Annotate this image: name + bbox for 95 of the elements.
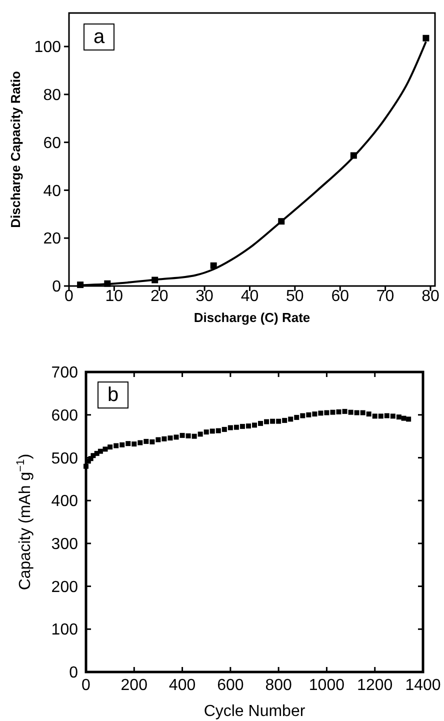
- point: [162, 436, 167, 442]
- point: [114, 443, 119, 448]
- point: [306, 412, 312, 418]
- point: [174, 434, 179, 440]
- point: [150, 439, 155, 444]
- x-tick-label: 1200: [357, 677, 393, 694]
- point: [98, 448, 103, 454]
- point: [138, 440, 143, 446]
- point: [210, 428, 215, 434]
- point: [282, 418, 288, 423]
- point: [360, 410, 366, 416]
- point: [180, 432, 185, 438]
- y-tick-label: 700: [51, 364, 78, 382]
- annotation: a: [93, 26, 106, 48]
- annotation: b: [107, 384, 119, 406]
- point: [84, 464, 88, 469]
- point: [324, 410, 330, 416]
- point: [348, 410, 354, 415]
- point: [300, 413, 306, 418]
- y-tick-label: 0: [69, 664, 78, 682]
- point: [204, 430, 209, 434]
- point: [126, 441, 131, 446]
- y-tick-label: 60: [43, 134, 62, 152]
- point: [152, 276, 158, 284]
- x-tick-label: 0: [82, 677, 91, 694]
- point: [252, 422, 257, 428]
- point: [396, 414, 402, 420]
- point: [156, 437, 161, 442]
- point: [132, 442, 137, 446]
- point: [318, 410, 324, 416]
- point: [406, 416, 412, 422]
- point: [336, 409, 342, 414]
- y-tick-label: 500: [51, 450, 78, 468]
- x-tick-label: 400: [168, 677, 196, 694]
- x-tick-label: 600: [217, 677, 244, 694]
- point: [390, 414, 396, 419]
- point: [198, 432, 203, 437]
- y-tick-label: 600: [51, 407, 78, 424]
- x-axis-title: Discharge (C) Rate: [194, 310, 310, 325]
- x-tick-label: 800: [265, 677, 292, 694]
- x-tick-label: 20: [150, 288, 168, 305]
- point: [186, 433, 191, 438]
- point: [144, 438, 149, 444]
- x-tick-label: 1000: [308, 677, 345, 694]
- point: [234, 424, 239, 430]
- point: [342, 408, 348, 414]
- y-tick-label: 300: [51, 536, 78, 554]
- point: [366, 412, 372, 416]
- point: [270, 418, 276, 424]
- y-tick-label: 200: [51, 578, 78, 596]
- point: [222, 426, 227, 432]
- point: [276, 418, 282, 424]
- x-tick-label: 30: [196, 288, 214, 305]
- point: [258, 420, 264, 426]
- x-tick-label: 1400: [405, 677, 441, 694]
- point: [102, 446, 108, 452]
- point: [312, 412, 318, 416]
- point: [278, 218, 285, 225]
- point: [288, 416, 294, 422]
- point: [330, 410, 336, 415]
- point: [120, 442, 125, 448]
- x-tick-label: 80: [422, 288, 440, 305]
- y-tick-label: 40: [43, 182, 62, 200]
- x-tick-label: 50: [286, 288, 304, 305]
- point: [294, 414, 300, 420]
- point: [401, 416, 406, 421]
- point: [240, 424, 245, 429]
- x-tick-label: 10: [105, 288, 124, 305]
- x-tick-label: 40: [240, 288, 259, 305]
- point: [210, 262, 217, 269]
- point: [108, 444, 113, 450]
- y-axis-title: Discharge Capacity Ratio: [8, 71, 23, 228]
- point: [168, 436, 173, 440]
- point: [216, 428, 221, 434]
- y-tick-label: 400: [51, 493, 78, 510]
- point: [77, 282, 84, 288]
- y-tick-label: 100: [34, 39, 62, 56]
- point: [354, 410, 360, 416]
- x-axis-title: Cycle Number: [204, 703, 306, 720]
- x-tick-label: 60: [331, 288, 350, 305]
- x-tick-label: 200: [120, 677, 148, 694]
- point: [372, 414, 378, 419]
- y-tick-label: 100: [51, 622, 78, 639]
- x-tick-label: 70: [376, 288, 394, 305]
- point: [350, 152, 357, 159]
- point: [192, 434, 197, 439]
- point: [264, 419, 270, 424]
- y-tick-label: 80: [43, 87, 62, 104]
- y-tick-label: 20: [43, 230, 62, 248]
- point: [246, 424, 251, 428]
- point: [104, 280, 111, 287]
- point: [422, 34, 430, 42]
- point: [384, 413, 390, 418]
- point: [378, 414, 384, 419]
- point: [228, 425, 233, 430]
